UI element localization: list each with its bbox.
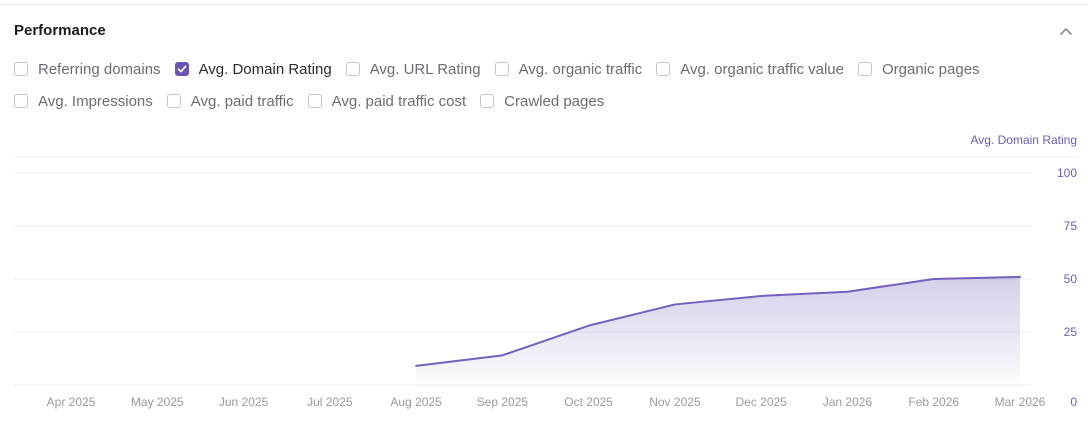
metric-label: Avg. URL Rating [369, 60, 481, 78]
metric-option-avg-url-rating[interactable]: Avg. URL Rating [345, 60, 481, 78]
x-tick-label: Feb 2026 [908, 395, 959, 409]
x-tick-label: Oct 2025 [564, 395, 613, 409]
y-tick-label: 100 [1057, 166, 1077, 180]
checkbox-icon[interactable] [494, 62, 509, 76]
series-area [416, 276, 1020, 385]
metric-selector: Referring domains Avg. Domain Rating Avg. … [14, 57, 1074, 121]
x-tick-label: Dec 2025 [735, 395, 787, 409]
checkbox-icon[interactable] [307, 94, 322, 108]
metric-label: Avg. paid traffic [190, 92, 294, 110]
metric-option-avg-domain-rating[interactable]: Avg. Domain Rating [174, 60, 332, 78]
x-tick-label: Mar 2026 [995, 395, 1046, 409]
metric-label: Avg. organic traffic value [680, 60, 844, 78]
checkbox-icon[interactable] [166, 94, 181, 108]
checkbox-icon[interactable] [656, 62, 671, 76]
y-tick-label: 25 [1064, 325, 1078, 339]
metric-option-avg-paid-traffic[interactable]: Avg. paid traffic [166, 92, 294, 110]
checkbox-icon[interactable] [14, 62, 28, 76]
panel-header: Performance [14, 20, 1074, 42]
y-axis-title: Avg. Domain Rating [971, 133, 1078, 147]
metric-option-referring-domains[interactable]: Referring domains [14, 61, 161, 78]
metric-label: Avg. Impressions [38, 92, 153, 110]
x-tick-label: Jul 2025 [307, 395, 353, 409]
y-tick-label: 75 [1064, 219, 1078, 233]
panel-top-border [0, 4, 1088, 5]
metric-label: Avg. organic traffic [518, 60, 643, 78]
checkbox-icon[interactable] [480, 94, 495, 108]
collapse-chevron-up-icon[interactable] [1056, 21, 1076, 41]
metric-option-crawled-pages[interactable]: Crawled pages [480, 93, 604, 110]
series-line [415, 275, 1021, 367]
panel-title: Performance [14, 22, 106, 39]
metric-option-avg-paid-traffic-cost[interactable]: Avg. paid traffic cost [307, 92, 467, 110]
metric-label: Crawled pages [504, 92, 605, 110]
metric-option-avg-impressions[interactable]: Avg. Impressions [14, 93, 153, 110]
metric-label: Avg. paid traffic cost [331, 92, 467, 110]
x-tick-label: Jun 2025 [219, 395, 269, 409]
metric-label: Referring domains [38, 60, 161, 78]
metric-option-organic-pages[interactable]: Organic pages [857, 60, 980, 78]
x-tick-label: Jan 2026 [823, 395, 873, 409]
y-tick-label: 0 [1070, 395, 1077, 409]
x-tick-label: Nov 2025 [649, 395, 701, 409]
x-tick-label: Sep 2025 [477, 395, 529, 409]
metric-row-1: Referring domains Avg. Domain Rating Avg. … [14, 57, 1074, 81]
checkbox-checked-icon[interactable] [174, 62, 189, 76]
x-tick-label: Aug 2025 [390, 395, 442, 409]
metric-option-avg-organic-traffic-value[interactable]: Avg. organic traffic value [656, 61, 844, 78]
y-tick-label: 50 [1064, 272, 1078, 286]
checkbox-icon[interactable] [857, 62, 872, 76]
metric-label: Organic pages [881, 60, 980, 78]
x-tick-label: Apr 2025 [47, 395, 96, 409]
checkbox-icon[interactable] [14, 94, 28, 108]
checkbox-icon[interactable] [345, 62, 360, 76]
x-tick-label: May 2025 [131, 395, 184, 409]
metric-option-avg-organic-traffic[interactable]: Avg. organic traffic [494, 60, 643, 78]
metric-row-2: Avg. Impressions Avg. paid traffic Avg. pa… [14, 89, 1074, 113]
metric-label: Avg. Domain Rating [198, 60, 332, 78]
